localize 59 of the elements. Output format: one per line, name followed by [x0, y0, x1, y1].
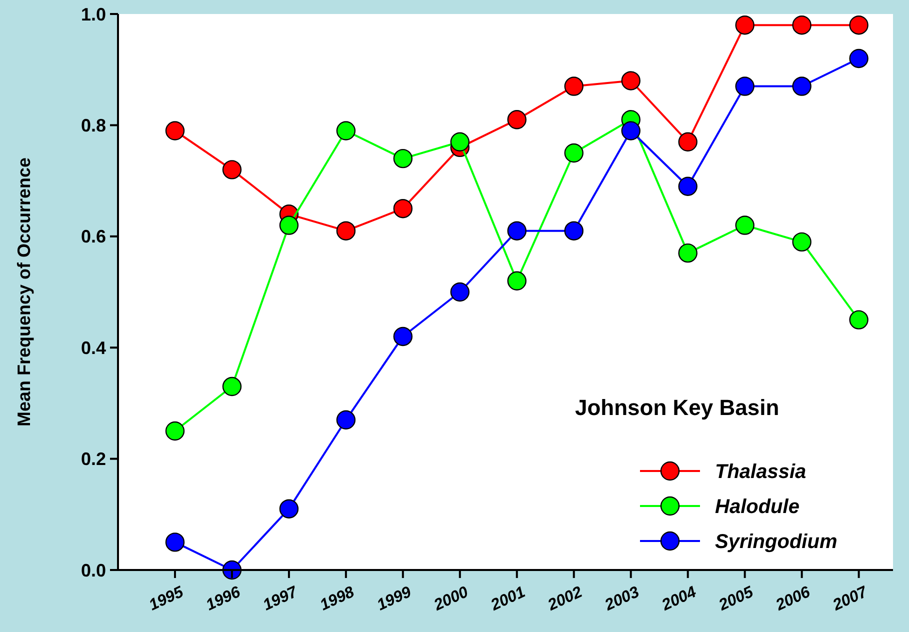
legend-label: Syringodium [715, 531, 838, 553]
y-tick-label: 0.0 [80, 560, 106, 580]
point [450, 132, 470, 152]
point [621, 71, 640, 90]
point [564, 76, 584, 96]
point [336, 121, 356, 140]
x-tick-label: 1997 [260, 583, 302, 614]
x-tick-label: 2004 [658, 584, 700, 615]
point [336, 221, 356, 240]
point [165, 121, 185, 140]
x-tick-label: 1995 [146, 583, 188, 614]
x-tick-label: 2007 [830, 583, 871, 615]
legend-label: Halodule [715, 496, 800, 518]
point [678, 176, 698, 196]
point [336, 410, 356, 430]
point [792, 232, 812, 252]
point [507, 271, 526, 290]
point [792, 76, 812, 96]
point [564, 221, 584, 240]
x-tick-label: 2001 [488, 584, 528, 615]
point [165, 532, 185, 552]
y-axis-title: Mean Frequency of Occurrence [14, 157, 34, 427]
x-tick-label: 2006 [772, 584, 814, 615]
legend-title: Johnson Key Basin [575, 395, 780, 420]
point [450, 282, 470, 302]
legend-label: Thalassia [715, 461, 806, 483]
x-tick-label: 1996 [204, 584, 244, 614]
point [393, 148, 413, 168]
x-tick-label: 1999 [374, 584, 414, 614]
point [507, 221, 526, 240]
point [393, 326, 413, 346]
point [678, 132, 698, 152]
point [849, 48, 868, 68]
point [279, 499, 299, 518]
y-tick-label: 0.6 [80, 226, 106, 247]
y-tick-label: 1.0 [80, 4, 106, 24]
point [393, 199, 413, 218]
point [735, 76, 754, 96]
point [735, 216, 754, 235]
point [792, 16, 812, 35]
point [564, 143, 584, 163]
point [165, 421, 185, 441]
y-tick-label: 0.2 [80, 449, 106, 470]
point [222, 376, 242, 396]
point [735, 16, 754, 35]
point [849, 16, 868, 35]
point [507, 110, 526, 130]
x-tick-label: 2002 [544, 584, 586, 615]
point [621, 121, 640, 140]
point [678, 243, 698, 263]
x-tick-label: 1998 [318, 584, 358, 614]
x-tick-label: 2003 [602, 584, 642, 615]
point [222, 160, 242, 180]
y-tick-label: 0.8 [80, 116, 106, 136]
x-tick-label: 2000 [430, 584, 472, 615]
y-tick-label: 0.4 [80, 338, 106, 358]
point [279, 216, 299, 235]
point [849, 310, 868, 330]
x-tick-label: 2005 [716, 583, 757, 615]
